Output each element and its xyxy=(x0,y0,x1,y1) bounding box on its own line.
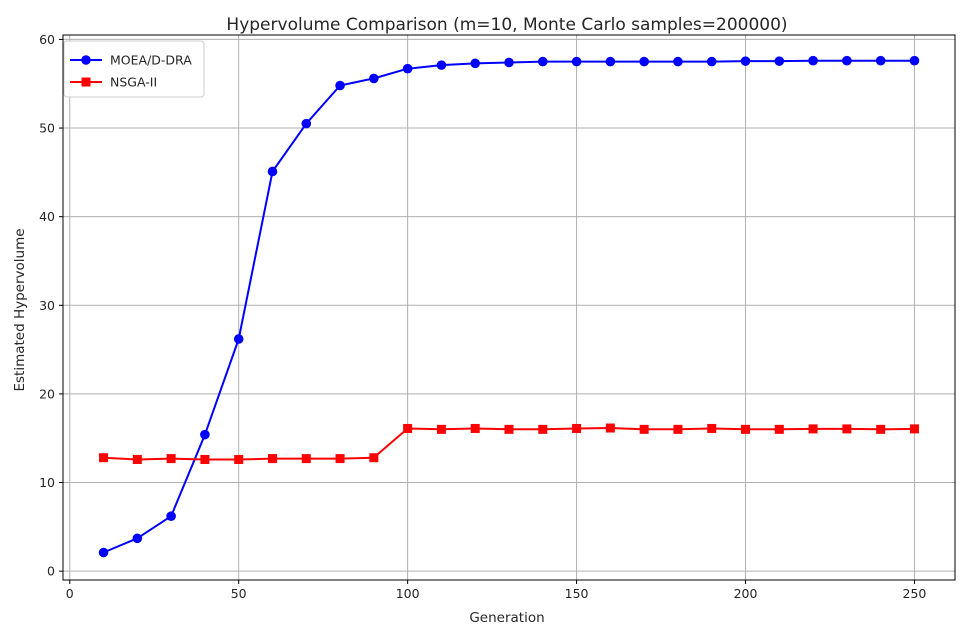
data-point-moea-d-dra xyxy=(571,56,582,67)
legend-marker-nsga xyxy=(81,77,91,87)
chart-title: Hypervolume Comparison (m=10, Monte Carl… xyxy=(226,15,787,35)
data-point-moea-d-dra xyxy=(233,334,244,344)
data-point-nsga-ii xyxy=(403,423,413,433)
y-tick-label: 0 xyxy=(47,564,55,579)
x-tick-label: 200 xyxy=(734,586,758,601)
y-tick-label: 60 xyxy=(39,32,55,47)
y-tick-label: 30 xyxy=(39,298,55,313)
data-point-moea-d-dra xyxy=(335,80,345,91)
legend-label-moea: MOEA/D-DRA xyxy=(110,53,192,68)
data-point-moea-d-dra xyxy=(706,56,717,67)
data-point-nsga-ii xyxy=(301,454,311,464)
x-tick-label: 100 xyxy=(396,586,420,601)
data-point-nsga-ii xyxy=(876,424,886,434)
data-point-nsga-ii xyxy=(605,423,615,433)
legend: MOEA/D-DRA NSGA-II xyxy=(63,40,205,98)
data-point-moea-d-dra xyxy=(740,56,751,66)
data-point-moea-d-dra xyxy=(436,60,447,70)
data-point-moea-d-dra xyxy=(673,56,683,67)
y-tick-label: 10 xyxy=(39,475,55,490)
data-point-nsga-ii xyxy=(538,424,548,434)
grid xyxy=(63,35,955,580)
data-point-nsga-ii xyxy=(909,424,919,434)
data-point-moea-d-dra xyxy=(369,73,379,84)
data-point-nsga-ii xyxy=(707,423,717,433)
data-point-nsga-ii xyxy=(673,424,683,434)
data-point-moea-d-dra xyxy=(774,56,785,66)
data-point-moea-d-dra xyxy=(605,56,616,67)
x-tick-label: 50 xyxy=(231,586,247,601)
legend-marker-moea xyxy=(81,55,91,65)
data-point-nsga-ii xyxy=(166,454,176,464)
data-point-nsga-ii xyxy=(99,453,109,463)
data-point-nsga-ii xyxy=(132,454,142,464)
data-point-moea-d-dra xyxy=(909,55,920,66)
data-point-moea-d-dra xyxy=(639,56,649,67)
y-tick-label: 50 xyxy=(39,121,55,136)
data-point-nsga-ii xyxy=(267,454,277,464)
data-point-nsga-ii xyxy=(808,424,818,434)
x-tick-label: 250 xyxy=(903,586,927,601)
data-point-nsga-ii xyxy=(200,454,210,464)
data-point-nsga-ii xyxy=(234,454,244,464)
data-point-nsga-ii xyxy=(436,424,446,434)
data-point-nsga-ii xyxy=(470,423,480,433)
data-point-moea-d-dra xyxy=(537,56,548,67)
data-point-moea-d-dra xyxy=(301,118,312,129)
y-axis-label: Estimated Hypervolume xyxy=(12,228,28,391)
data-point-nsga-ii xyxy=(774,424,784,434)
data-point-nsga-ii xyxy=(572,423,582,433)
data-point-nsga-ii xyxy=(639,424,649,434)
data-point-moea-d-dra xyxy=(132,533,143,544)
y-tick-label: 20 xyxy=(39,386,55,401)
y-tick-label: 40 xyxy=(39,209,55,224)
data-point-moea-d-dra xyxy=(808,55,818,66)
data-point-nsga-ii xyxy=(335,454,345,464)
x-tick-label: 150 xyxy=(565,586,589,601)
data-point-nsga-ii xyxy=(504,424,514,434)
data-point-nsga-ii xyxy=(741,424,751,434)
data-point-moea-d-dra xyxy=(98,547,109,558)
plot-series xyxy=(98,55,920,558)
data-point-nsga-ii xyxy=(369,453,379,463)
data-point-moea-d-dra xyxy=(267,166,278,177)
data-point-moea-d-dra xyxy=(504,57,514,68)
data-point-nsga-ii xyxy=(842,424,852,434)
data-point-moea-d-dra xyxy=(842,55,852,66)
data-point-moea-d-dra xyxy=(402,63,413,74)
data-point-moea-d-dra xyxy=(470,58,481,69)
data-point-moea-d-dra xyxy=(166,511,176,521)
x-axis-label: Generation xyxy=(469,610,544,626)
x-tick-label: 0 xyxy=(66,586,74,601)
data-point-moea-d-dra xyxy=(875,55,886,66)
ticks: 0 50 100 150 200 250 0 10 20 30 40 50 60 xyxy=(39,32,926,601)
data-point-moea-d-dra xyxy=(200,429,210,440)
plot-frame xyxy=(62,34,956,581)
legend-label-nsga: NSGA-II xyxy=(110,75,157,90)
